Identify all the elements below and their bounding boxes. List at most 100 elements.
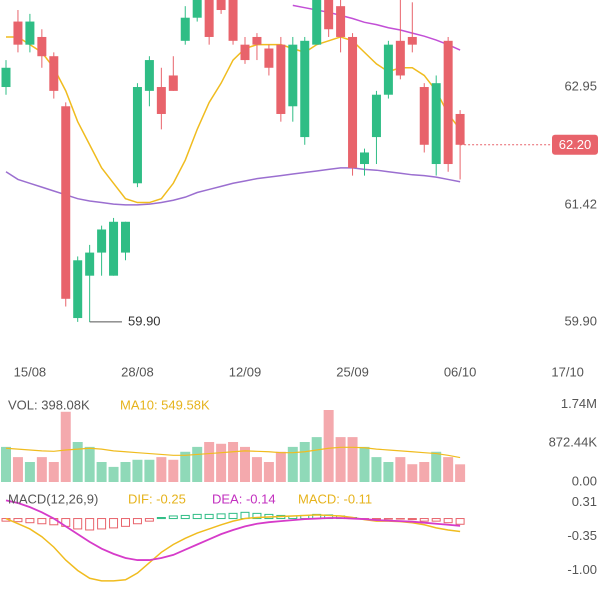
volume-bar [228,442,239,482]
candle-body [49,56,59,91]
candle-body [97,229,107,253]
volume-bar [299,442,310,482]
volume-bar [240,446,250,482]
macd-bar [109,518,119,529]
macd-label: MACD(12,26,9) [8,491,98,506]
candle-body [383,44,393,95]
macd-bar [132,518,142,525]
macd-bar [419,518,429,522]
x-tick-label: 15/08 [14,364,47,379]
macd-bar [25,518,35,524]
candle-body [371,94,381,138]
candle-body [192,0,202,18]
candle-body [324,0,334,30]
volume-bar [395,457,406,482]
macd-bar [383,518,393,520]
last-price-label: 62.20 [559,137,592,152]
candle-body [109,221,119,276]
candle-body [180,17,190,41]
candle-body [144,60,154,91]
volume-bar [24,462,35,482]
volume-ma-label: MA10: 549.58K [120,397,210,412]
volume-bar [12,457,23,482]
candle-body [276,44,286,114]
candle-body [13,21,23,45]
candle-body [132,87,142,184]
volume-bar [156,457,167,482]
dea-line [5,499,461,561]
y-tick-label: -0.35 [567,528,597,543]
candle-body [61,106,71,299]
macd-label: DEA: -0.14 [212,491,276,506]
low-label: 59.90 [128,313,161,328]
candle-body [85,252,95,276]
volume-bar [72,442,83,482]
volume-bar [287,446,298,482]
y-tick-label: 62.95 [564,78,597,93]
y-tick-label: -1.00 [567,562,597,577]
macd-bar [252,512,262,520]
candle-body [288,44,298,107]
candle-body [252,36,262,45]
candle-body [1,67,11,88]
volume-bar [48,462,59,482]
last-price-box [552,134,598,155]
macd-bar [121,518,130,527]
moving-average [5,167,461,206]
macd-bar [13,518,23,523]
volume-bar [216,443,227,482]
macd-bar [455,518,465,525]
volume-bar [192,446,203,482]
x-tick-label: 28/08 [121,364,154,379]
volume-bar [371,457,382,482]
volume-bar [96,462,107,482]
candle-body [240,44,250,61]
volume-bar [407,464,418,482]
volume-bar [431,451,442,482]
candle-body [312,0,322,45]
volume-bar [323,410,334,482]
candle-body [431,83,441,165]
macd-bar [431,518,441,522]
volume-bar [443,457,454,482]
macd-bar [37,518,47,525]
volume-bar [347,437,358,482]
candle-body [360,152,369,165]
volume-bar [36,457,47,482]
y-tick-label: 59.90 [564,313,597,328]
macd-label: MACD: -0.11 [298,491,372,506]
macd-bar [228,512,238,520]
volume-bar [419,462,430,482]
macd-bar [73,518,83,530]
volume-bar [132,459,143,482]
macd-bar [144,518,154,522]
candle-body [407,36,417,45]
candle-body [264,48,274,68]
macd-bar [180,514,190,520]
x-tick-label: 06/10 [444,364,477,379]
macd-bar [407,518,417,521]
volume-bar [275,451,286,482]
volume-bar [251,457,262,482]
candle-body [168,75,178,91]
volume-ma [5,446,461,459]
candle-body [419,87,429,145]
volume-bar [311,437,322,482]
candle-body [348,36,358,168]
volume-bar [180,451,191,482]
volume-bar [120,462,131,482]
candle-body [25,21,35,45]
y-tick-label: 0.00 [572,473,597,488]
y-tick-label: 1.74M [561,396,597,411]
macd-bar [204,513,214,520]
volume-bar [60,411,71,482]
macd-bar [216,513,226,520]
volume-bar [108,466,119,482]
volume-bar [455,464,466,482]
y-tick-label: 0.31 [572,494,597,509]
volume-bar [359,446,370,482]
y-tick-label: 872.44K [549,435,598,450]
volume-bar [383,462,394,482]
candle-body [395,40,405,76]
